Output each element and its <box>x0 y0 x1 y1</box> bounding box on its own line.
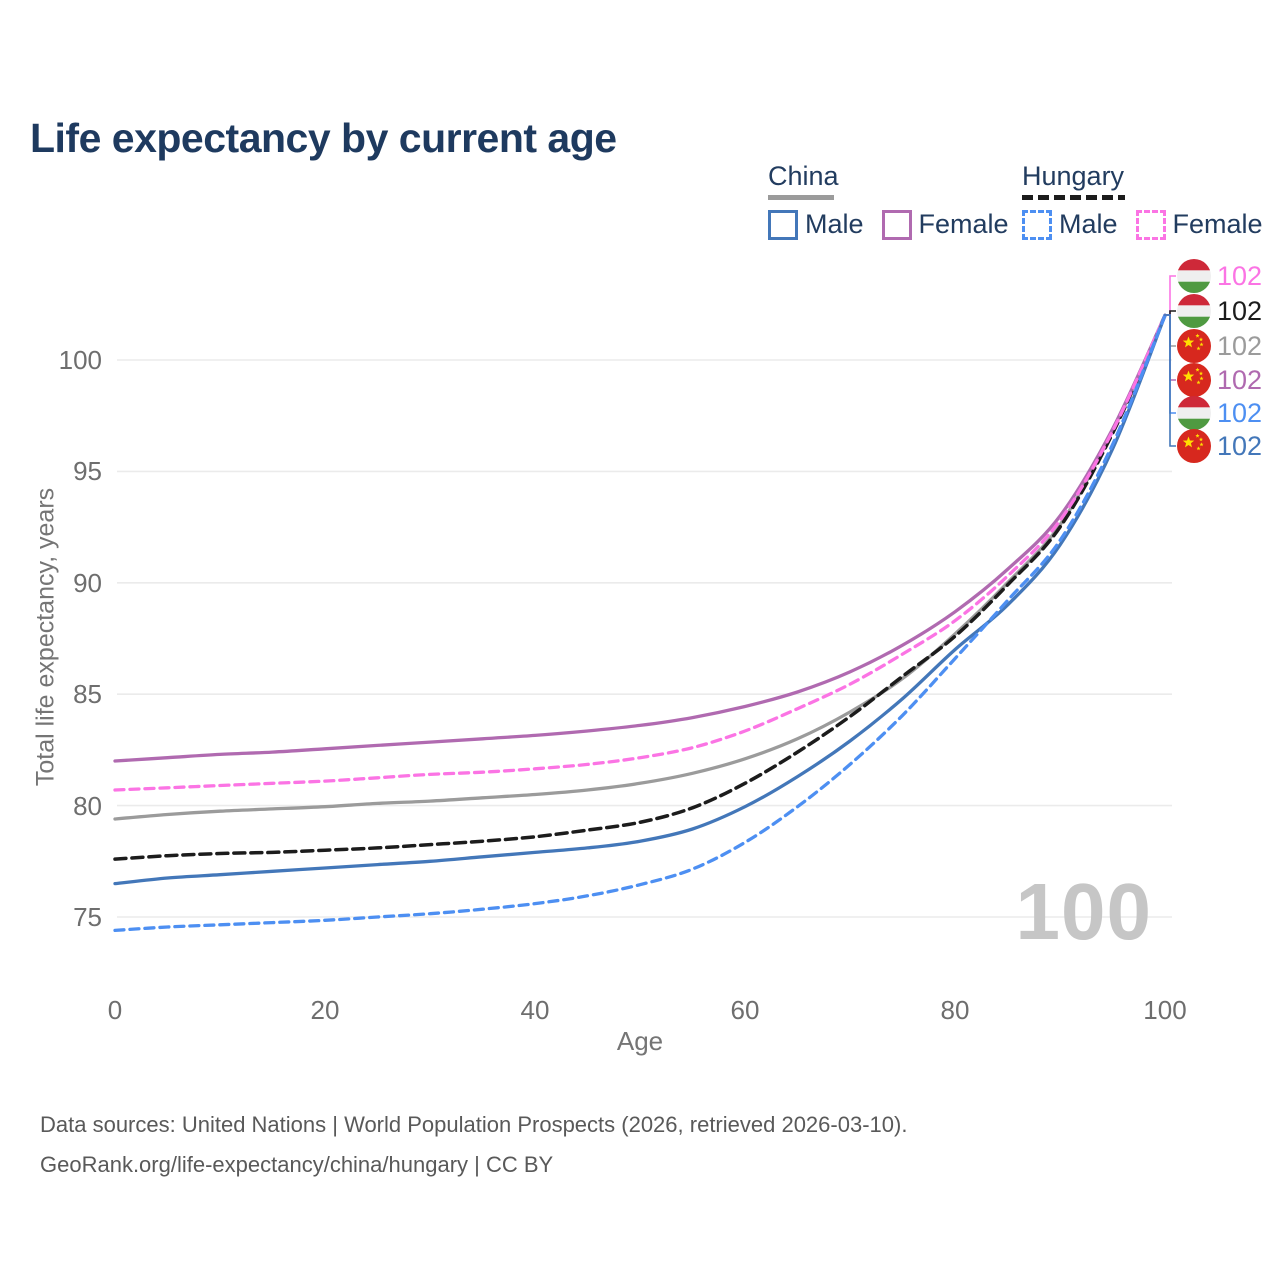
hungary-flag-icon <box>1177 259 1211 293</box>
end-label-value: 102 <box>1217 365 1263 395</box>
end-label-value: 102 <box>1217 296 1263 326</box>
legend-item-china-female[interactable]: Female <box>881 209 1009 240</box>
x-axis-title: Age <box>616 1026 664 1056</box>
y-tick-label-100: 100 <box>58 345 102 375</box>
end-label-connector-china-male <box>1164 314 1176 447</box>
hungary-female-swatch-icon <box>1135 209 1166 240</box>
x-tick-label-20: 20 <box>310 995 340 1025</box>
end-label-row-china-male: 102 <box>1177 429 1262 463</box>
end-label-row-hungary-female: 102 <box>1177 259 1262 293</box>
legend-item-label: Male <box>805 209 864 239</box>
legend-item-china-male[interactable]: Male <box>768 209 864 240</box>
footer-url: GeoRank.org/life-expectancy/china/hungar… <box>40 1152 554 1177</box>
end-label-row-china-female: 102 <box>1177 363 1262 397</box>
series-line-hungary-male[interactable] <box>113 313 1167 933</box>
end-label-value: 102 <box>1217 398 1263 428</box>
hungary-flag-icon <box>1177 294 1211 328</box>
y-tick-label-85: 85 <box>73 679 102 710</box>
end-label-value: 102 <box>1217 331 1263 361</box>
china-flag-icon <box>1177 329 1211 363</box>
legend-item-hungary-male[interactable]: Male <box>1022 209 1118 240</box>
china-flag-icon <box>1177 429 1211 463</box>
end-label-row-hungary-male: 102 <box>1177 396 1262 430</box>
end-label-row-china: 102 <box>1177 329 1262 363</box>
y-tick-label-95: 95 <box>73 456 102 487</box>
end-label-connector-hungary-female <box>1164 275 1176 316</box>
series-line-china-female[interactable] <box>113 313 1167 763</box>
hungary-line-style-icon <box>1022 195 1125 200</box>
hungary-male-swatch-icon <box>1022 209 1052 240</box>
y-tick-label-75: 75 <box>73 902 102 932</box>
legend-country-china-label[interactable]: China <box>768 161 839 191</box>
series-line-china-male[interactable] <box>113 313 1167 886</box>
chart-title: Life expectancy by current age <box>30 115 617 162</box>
series-line-hungary[interactable] <box>113 313 1167 861</box>
china-male-swatch-icon <box>768 209 798 240</box>
watermark-age-label: 100 <box>1015 867 1152 956</box>
china-line-style-icon <box>768 195 834 200</box>
legend-item-hungary-female[interactable]: Female <box>1135 209 1263 240</box>
y-tick-label-80: 80 <box>73 790 102 821</box>
end-label-value: 102 <box>1217 261 1263 291</box>
x-tick-label-100: 100 <box>1143 995 1187 1025</box>
china-female-swatch-icon <box>881 209 912 240</box>
china-flag-icon <box>1177 363 1211 397</box>
y-tick-label-90: 90 <box>73 567 102 598</box>
footer: Data sources: United Nations | World Pop… <box>40 1105 907 1185</box>
end-label-row-hungary: 102 <box>1177 294 1262 328</box>
x-tick-label-60: 60 <box>730 995 760 1025</box>
legend-item-label: Female <box>918 209 1009 239</box>
legend-item-label: Female <box>1172 209 1263 239</box>
legend-group-hungary: Hungary Male Female <box>1022 161 1280 240</box>
y-axis-title: Total life expectancy, years <box>31 487 60 787</box>
hungary-flag-icon <box>1177 396 1211 430</box>
x-tick-label-80: 80 <box>940 995 970 1025</box>
footer-data-sources: Data sources: United Nations | World Pop… <box>40 1112 908 1137</box>
legend-item-label: Male <box>1059 209 1118 239</box>
series-line-hungary-female[interactable] <box>113 313 1167 792</box>
end-label-value: 102 <box>1217 431 1263 461</box>
x-tick-label-0: 0 <box>107 995 123 1025</box>
x-tick-label-40: 40 <box>520 995 550 1025</box>
legend-country-hungary-label[interactable]: Hungary <box>1022 161 1125 191</box>
legend-group-china: China Male Female <box>768 161 1027 240</box>
